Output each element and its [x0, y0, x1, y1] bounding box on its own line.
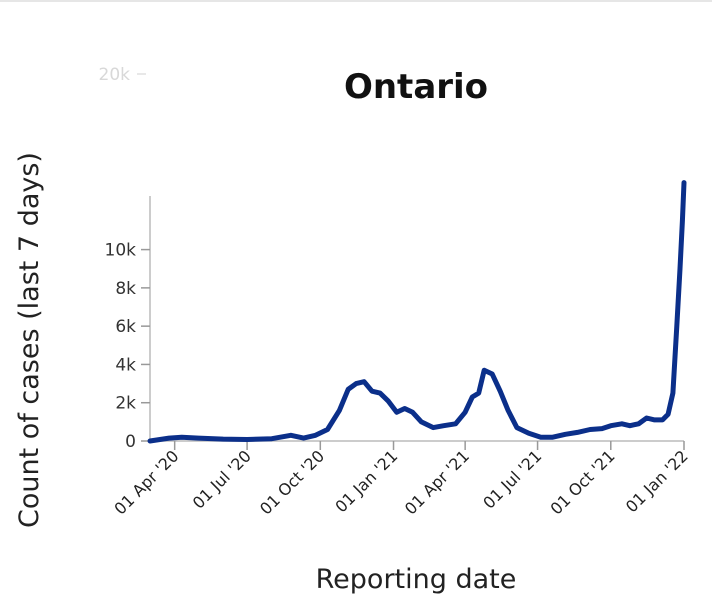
- x-axis-ticks: 01 Apr '20 01 Jul '20 01 Oct '20 01 Jan '21…: [110, 441, 692, 518]
- x-tick-label: 01 Jan '21: [331, 446, 401, 516]
- x-tick-label: 01 Jul '20: [189, 446, 255, 512]
- x-tick-label: 01 Apr '20: [110, 446, 182, 518]
- y-axis-title: Count of cases (last 7 days): [14, 152, 45, 528]
- x-tick-label: 01 Oct '21: [547, 446, 619, 518]
- y-axis-ticks: 0 2k 4k 6k 8k 10k: [105, 241, 150, 452]
- x-tick-label: 01 Jul '21: [479, 446, 545, 512]
- series-line-ontario: [147, 180, 687, 444]
- y-tick-label: 4k: [115, 355, 136, 375]
- top-divider: [0, 0, 712, 2]
- x-tick-label: 01 Oct '20: [256, 446, 328, 518]
- y-tick-label: 0: [125, 432, 136, 452]
- x-axis-title: Reporting date: [316, 564, 517, 594]
- chart-title: Ontario: [344, 67, 488, 107]
- x-tick-label: 01 Jan '22: [622, 446, 692, 516]
- x-tick-label: 01 Apr '21: [401, 446, 473, 518]
- y-tick-label: 8k: [115, 279, 136, 299]
- y-tick-label: 6k: [115, 317, 136, 337]
- overflow-tick-label: 20k: [99, 65, 131, 85]
- y-tick-label: 10k: [105, 241, 137, 261]
- y-tick-label: 2k: [115, 394, 136, 414]
